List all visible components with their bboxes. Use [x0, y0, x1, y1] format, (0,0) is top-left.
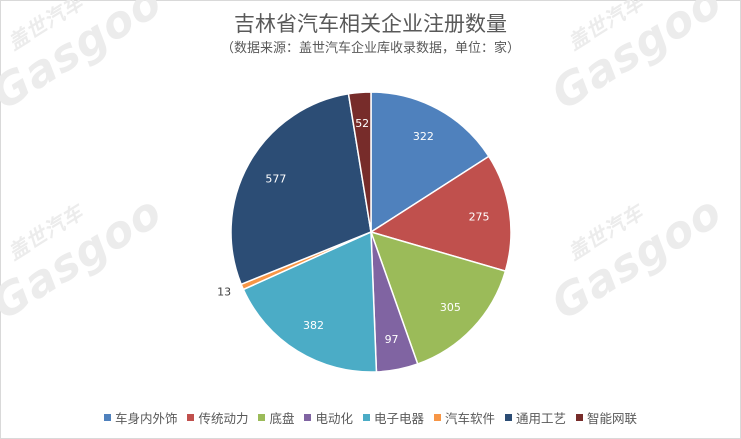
pie-slice-0	[370, 91, 490, 234]
legend-swatch	[576, 414, 584, 421]
legend-item: 电子电器	[363, 408, 424, 427]
legend-item: 车身内外饰	[103, 408, 178, 427]
legend-item: 电动化	[304, 408, 353, 427]
legend: 车身内外饰 传统动力 底盘 电动化 电子电器 汽车软件 通用工艺 智能网联	[0, 408, 741, 427]
data-label: 322	[413, 130, 434, 143]
legend-label: 通用工艺	[516, 411, 567, 426]
data-label: 305	[440, 301, 461, 314]
data-label: 13	[217, 286, 231, 299]
chart-subtitle: （数据来源：盖世汽车企业库收录数据，单位：家）	[220, 41, 520, 56]
legend-swatch	[103, 414, 111, 421]
legend-swatch	[187, 414, 195, 421]
legend-swatch	[505, 414, 513, 421]
legend-swatch	[363, 414, 370, 421]
legend-swatch	[304, 414, 312, 421]
legend-item: 汽车软件	[434, 408, 495, 427]
legend-label: 汽车软件	[445, 411, 496, 426]
pie-slice-7	[347, 91, 372, 233]
legend-item: 底盘	[258, 408, 294, 427]
legend-label: 车身内外饰	[114, 411, 178, 426]
data-label: 382	[303, 319, 324, 332]
legend-label: 传统动力	[198, 411, 249, 426]
chart-title: 吉林省汽车相关企业注册数量	[234, 12, 507, 36]
legend-item: 传统动力	[187, 408, 248, 427]
legend-swatch	[258, 414, 266, 421]
legend-label: 底盘	[269, 411, 295, 426]
pie-slice-4	[242, 230, 378, 373]
pie-slice-6	[230, 92, 372, 286]
data-label: 97	[385, 333, 399, 346]
legend-label: 电动化	[315, 411, 353, 426]
legend-item: 智能网联	[576, 408, 637, 427]
legend-label: 智能网联	[587, 411, 638, 426]
legend-swatch	[434, 414, 442, 421]
pie-slice-2	[369, 230, 507, 365]
data-label: 275	[469, 210, 490, 223]
legend-item: 通用工艺	[505, 408, 566, 427]
data-label: 52	[355, 117, 369, 130]
legend-label: 电子电器	[374, 411, 425, 426]
pie-slice-1	[369, 155, 512, 273]
data-label: 577	[265, 172, 286, 185]
